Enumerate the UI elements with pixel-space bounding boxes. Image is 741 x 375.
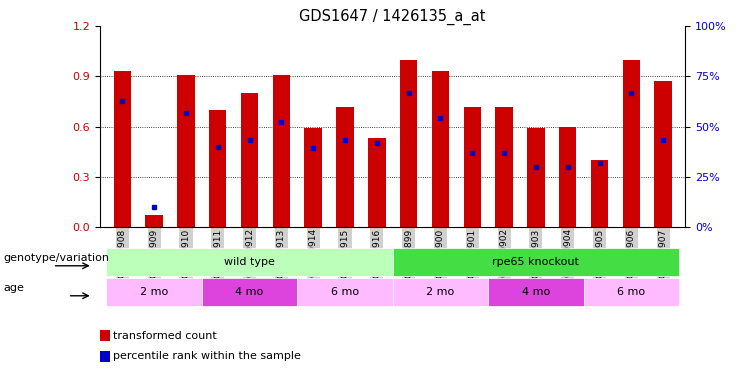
Title: GDS1647 / 1426135_a_at: GDS1647 / 1426135_a_at	[299, 9, 486, 25]
Bar	[400, 60, 417, 227]
Bar	[145, 215, 163, 227]
Bar	[368, 138, 385, 227]
Bar	[591, 160, 608, 227]
Text: 2 mo: 2 mo	[140, 286, 168, 297]
Bar	[654, 81, 672, 227]
Bar	[273, 75, 290, 227]
Text: 4 mo: 4 mo	[522, 286, 550, 297]
Bar	[305, 128, 322, 227]
Text: age: age	[4, 283, 24, 293]
Text: 6 mo: 6 mo	[617, 286, 645, 297]
Text: rpe65 knockout: rpe65 knockout	[493, 256, 579, 267]
Text: percentile rank within the sample: percentile rank within the sample	[113, 351, 301, 361]
Text: 4 mo: 4 mo	[236, 286, 264, 297]
Bar	[495, 106, 513, 227]
Text: wild type: wild type	[224, 256, 275, 267]
Bar	[241, 93, 259, 227]
Text: 2 mo: 2 mo	[426, 286, 454, 297]
Bar	[559, 127, 576, 227]
Bar	[177, 75, 195, 227]
Text: genotype/variation: genotype/variation	[4, 253, 110, 263]
Text: 6 mo: 6 mo	[331, 286, 359, 297]
Bar	[622, 60, 640, 227]
Bar	[113, 71, 131, 227]
Bar	[464, 106, 481, 227]
Bar	[209, 110, 227, 227]
Bar	[336, 106, 353, 227]
Bar	[527, 128, 545, 227]
Text: transformed count: transformed count	[113, 331, 216, 340]
Bar	[432, 71, 449, 227]
